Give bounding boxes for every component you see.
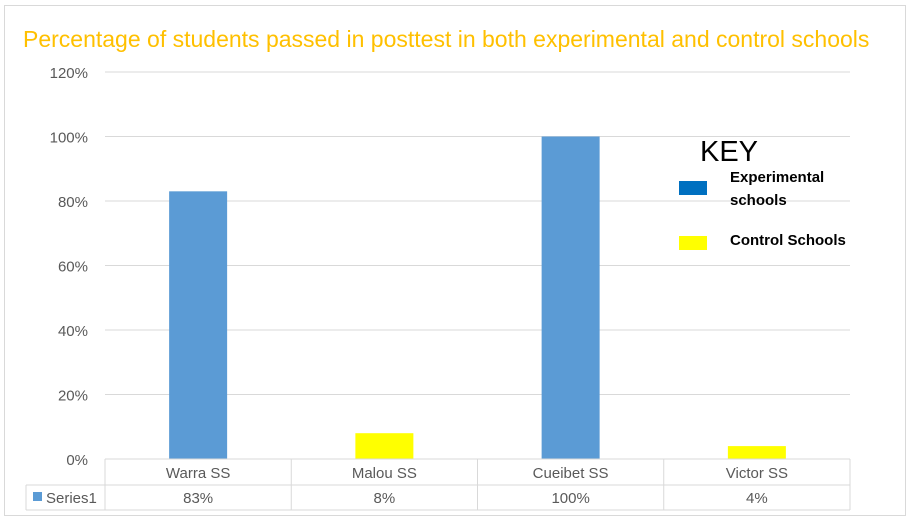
key-title: KEY [700, 136, 759, 168]
chart-frame [4, 5, 906, 516]
y-tick-label: 60% [58, 259, 88, 276]
y-tick-label: 100% [50, 130, 88, 147]
x-tick-label: Victor SS [726, 465, 788, 482]
y-tick-label: 40% [58, 323, 88, 340]
x-tick-label: Warra SS [166, 465, 230, 482]
chart-title: Percentage of students passed in posttes… [23, 26, 870, 52]
data-label: 83% [183, 490, 213, 507]
y-tick-label: 80% [58, 194, 88, 211]
key-label-control: Control Schools [730, 232, 846, 249]
bar [541, 136, 600, 459]
y-tick-label: 120% [50, 65, 88, 82]
series-name: Series1 [46, 490, 97, 507]
data-label: 100% [551, 490, 589, 507]
bar [169, 191, 228, 459]
data-label: 8% [374, 490, 396, 507]
key-label-experimental: Experimental schools [730, 169, 825, 209]
series-marker [33, 492, 42, 501]
bar [355, 433, 414, 459]
x-tick-label: Malou SS [352, 465, 417, 482]
y-tick-label: 0% [66, 452, 88, 469]
x-tick-label: Cueibet SS [533, 465, 609, 482]
data-label: 4% [746, 490, 768, 507]
bar [727, 446, 786, 459]
key-swatch-experimental [679, 181, 707, 195]
y-tick-label: 20% [58, 388, 88, 405]
key-swatch-control [679, 236, 707, 250]
